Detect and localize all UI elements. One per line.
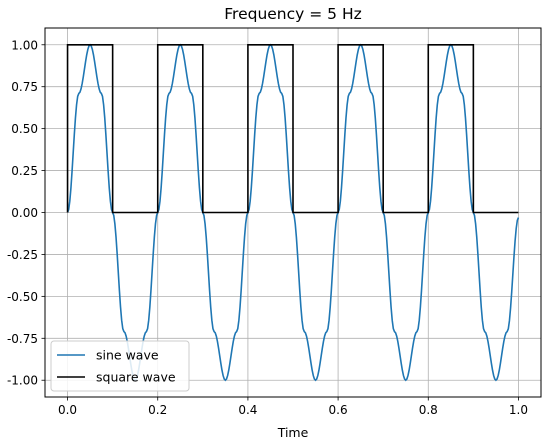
legend-label-sine-wave: sine wave — [96, 348, 159, 363]
chart-title: Frequency = 5 Hz — [224, 5, 362, 23]
axis-ticks: 0.0 0.2 0.4 0.6 0.8 1.0 1.00 0.75 0.50 0.25 0.00 -0… — [7, 38, 528, 417]
y-tick-label: 1.00 — [11, 38, 38, 52]
legend: sine wave square wave — [50, 340, 190, 392]
x-axis-label: Time — [277, 425, 309, 440]
legend-box — [50, 340, 190, 392]
y-tick-label: -0.50 — [7, 290, 38, 304]
y-tick-label: 0.00 — [11, 206, 38, 220]
series-line-square-wave — [66, 43, 519, 214]
x-tick-label: 0.2 — [148, 403, 167, 417]
x-tick-label: 0.6 — [329, 403, 348, 417]
x-tick-label: 0.4 — [238, 403, 257, 417]
y-tick-label: 0.50 — [11, 122, 38, 136]
x-tick-label: 0.8 — [419, 403, 438, 417]
y-tick-label: -1.00 — [7, 374, 38, 388]
y-tick-label: 0.25 — [11, 164, 38, 178]
y-tick-label: 0.75 — [11, 80, 38, 94]
y-tick-label: -0.75 — [7, 332, 38, 346]
x-tick-label: 0.0 — [58, 403, 77, 417]
y-tick-label: -0.25 — [7, 248, 38, 262]
legend-label-square-wave: square wave — [96, 370, 176, 385]
x-tick-label: 1.0 — [509, 403, 528, 417]
